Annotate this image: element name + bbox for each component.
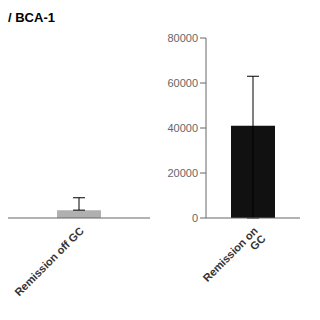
svg-text:80000: 80000 bbox=[167, 32, 198, 44]
svg-text:20000: 20000 bbox=[167, 167, 198, 179]
svg-text:40000: 40000 bbox=[167, 122, 198, 134]
html-text:/ BCA-1: / BCA-1 bbox=[8, 10, 55, 25]
svg-text:Remission onGC: Remission onGC bbox=[200, 224, 267, 291]
svg-text:60000: 60000 bbox=[167, 77, 198, 89]
svg-text:Remission off GC: Remission off GC bbox=[12, 224, 86, 298]
svg-text:0: 0 bbox=[192, 212, 198, 224]
